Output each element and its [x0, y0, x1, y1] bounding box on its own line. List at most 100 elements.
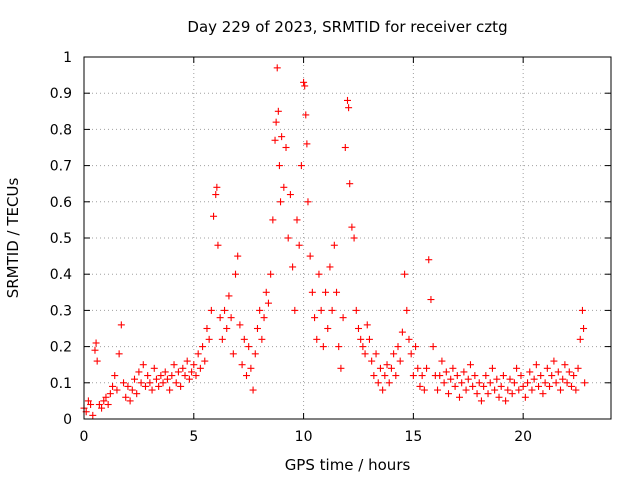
- data-point: [98, 404, 106, 412]
- data-point: [567, 382, 575, 390]
- y-axis-label: SRMTID / TECUs: [4, 178, 22, 299]
- data-point: [370, 372, 378, 380]
- data-point: [345, 104, 353, 112]
- data-point: [269, 216, 277, 224]
- data-point: [300, 78, 308, 86]
- data-point: [466, 361, 474, 369]
- data-point: [168, 372, 176, 380]
- data-point: [361, 350, 369, 358]
- data-point: [475, 379, 483, 387]
- data-point: [526, 368, 534, 376]
- data-point: [354, 325, 362, 332]
- data-point: [409, 372, 417, 380]
- data-point: [559, 375, 567, 383]
- data-point: [306, 252, 314, 260]
- data-point: [537, 372, 545, 380]
- data-point: [317, 306, 325, 314]
- data-point: [301, 82, 309, 90]
- data-point: [229, 350, 237, 358]
- data-point: [264, 299, 272, 307]
- data-point: [434, 386, 442, 394]
- data-point: [163, 375, 171, 383]
- data-point: [387, 364, 395, 372]
- data-point: [172, 379, 180, 387]
- data-point: [277, 198, 285, 206]
- data-point: [192, 372, 200, 380]
- data-point: [561, 361, 569, 369]
- data-point: [124, 382, 132, 390]
- data-point: [508, 390, 516, 398]
- data-point: [247, 364, 255, 372]
- data-point: [196, 364, 204, 372]
- data-point: [570, 372, 578, 380]
- data-point: [385, 379, 393, 387]
- data-point: [368, 357, 376, 365]
- data-point: [335, 343, 343, 351]
- data-point: [137, 379, 145, 387]
- data-point: [207, 306, 215, 314]
- data-point: [278, 133, 286, 141]
- data-point: [126, 397, 134, 405]
- data-point: [203, 325, 211, 332]
- data-point: [359, 343, 367, 351]
- data-point: [141, 382, 149, 390]
- data-point: [464, 375, 472, 383]
- data-point: [92, 339, 100, 347]
- data-point: [455, 393, 463, 401]
- data-point: [91, 346, 99, 354]
- data-point: [495, 393, 503, 401]
- data-point: [256, 306, 264, 314]
- data-point: [115, 350, 123, 358]
- axis-ticks: 00.10.20.30.40.50.60.70.80.910 5 10 15 20: [50, 50, 611, 445]
- y-tick-label: 0.5: [50, 231, 72, 247]
- data-point: [390, 350, 398, 358]
- data-point: [383, 361, 391, 369]
- data-point: [267, 270, 275, 278]
- data-point: [521, 393, 529, 401]
- data-point: [418, 372, 426, 380]
- data-point: [398, 328, 406, 336]
- data-point: [152, 375, 160, 383]
- data-point: [471, 372, 479, 380]
- data-point: [445, 390, 453, 398]
- data-point: [442, 368, 450, 376]
- y-tick-label: 0.7: [50, 159, 72, 175]
- data-point: [95, 401, 103, 409]
- data-point: [144, 372, 152, 380]
- data-point: [170, 361, 178, 369]
- data-point: [253, 325, 261, 332]
- data-point: [150, 364, 158, 372]
- data-point: [407, 350, 415, 358]
- data-point: [148, 386, 156, 394]
- data-point: [469, 382, 477, 390]
- data-point: [303, 140, 311, 148]
- data-point: [447, 375, 455, 383]
- data-point: [357, 335, 365, 343]
- data-point: [341, 144, 349, 151]
- y-tick-label: 0.1: [50, 376, 72, 392]
- data-point: [532, 361, 540, 369]
- data-point: [183, 357, 191, 365]
- data-point: [280, 183, 288, 191]
- data-marks: [80, 64, 589, 419]
- data-point: [113, 386, 121, 394]
- y-tick-label: 0.2: [50, 340, 72, 356]
- data-point: [258, 335, 266, 343]
- data-point: [372, 350, 380, 358]
- data-point: [451, 382, 459, 390]
- data-point: [554, 368, 562, 376]
- data-point: [111, 372, 119, 380]
- data-point: [510, 379, 518, 387]
- data-point: [401, 270, 409, 278]
- data-point: [100, 397, 108, 405]
- data-point: [581, 379, 589, 387]
- data-point: [242, 372, 250, 380]
- data-point: [394, 343, 402, 351]
- data-point: [491, 386, 499, 394]
- data-point: [225, 292, 233, 300]
- data-point: [473, 390, 481, 398]
- y-tick-label: 0.4: [50, 267, 72, 283]
- data-point: [236, 321, 244, 329]
- data-point: [350, 234, 358, 242]
